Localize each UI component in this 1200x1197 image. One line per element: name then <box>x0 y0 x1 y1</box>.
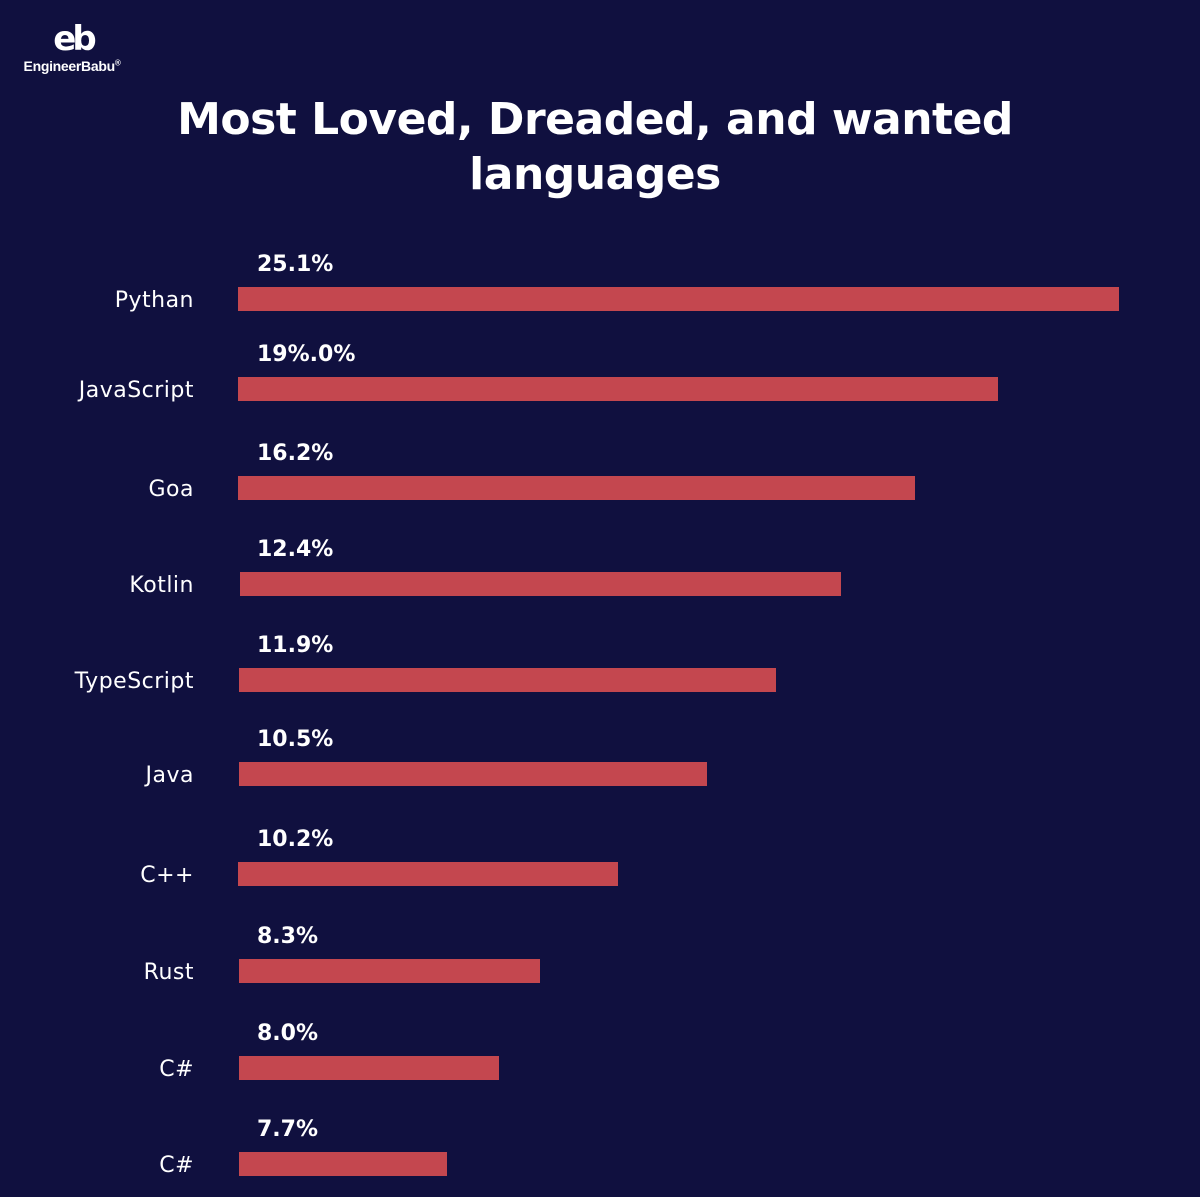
bar <box>239 762 707 786</box>
bar-row: 12.4% Kotlin <box>0 537 1200 617</box>
category-label: Rust <box>143 960 194 985</box>
bar <box>239 1056 499 1080</box>
category-label: Java <box>145 763 194 788</box>
value-label: 8.0% <box>257 1021 319 1046</box>
value-label: 7.7% <box>257 1117 319 1142</box>
category-label: JavaScript <box>78 378 194 403</box>
bar-row: 25.1% Pythan <box>0 252 1200 332</box>
bar <box>238 862 618 886</box>
bar-row: 8.0% C# <box>0 1021 1200 1101</box>
value-label: 10.5% <box>257 727 334 752</box>
brand-logo: eb EngineerBabu® <box>24 22 138 74</box>
bar <box>239 959 540 983</box>
value-label: 25.1% <box>257 252 334 277</box>
bar-row: 16.2% Goa <box>0 441 1200 521</box>
category-label: C# <box>159 1057 194 1082</box>
bar <box>238 377 998 401</box>
category-label: Pythan <box>114 288 194 313</box>
value-label: 11.9% <box>257 633 334 658</box>
value-label: 16.2% <box>257 441 334 466</box>
bar <box>238 476 915 500</box>
category-label: C++ <box>140 863 194 888</box>
value-label: 12.4% <box>257 537 334 562</box>
bar <box>239 668 776 692</box>
bar-row: 7.7% C# <box>0 1117 1200 1197</box>
category-label: Kotlin <box>129 573 194 598</box>
category-label: TypeScript <box>74 669 194 694</box>
category-label: Goa <box>148 477 194 502</box>
bar-row: 10.5% Java <box>0 727 1200 807</box>
bar-row: 10.2% C++ <box>0 827 1200 907</box>
registered-mark: ® <box>114 58 121 68</box>
bar-row: 8.3% Rust <box>0 924 1200 1004</box>
value-label: 19%.0% <box>257 342 356 367</box>
eb-logo-icon: eb <box>53 19 96 59</box>
brand-name: EngineerBabu <box>23 58 116 74</box>
value-label: 10.2% <box>257 827 334 852</box>
category-label: C# <box>159 1153 194 1178</box>
bar <box>240 572 841 596</box>
chart-title: Most Loved, Dreaded, and wanted language… <box>177 94 1013 200</box>
bar-row: 11.9% TypeScript <box>0 633 1200 713</box>
value-label: 8.3% <box>257 924 319 949</box>
bar-row: 19%.0% JavaScript <box>0 342 1200 422</box>
bar <box>239 1152 447 1176</box>
bar <box>238 287 1119 311</box>
